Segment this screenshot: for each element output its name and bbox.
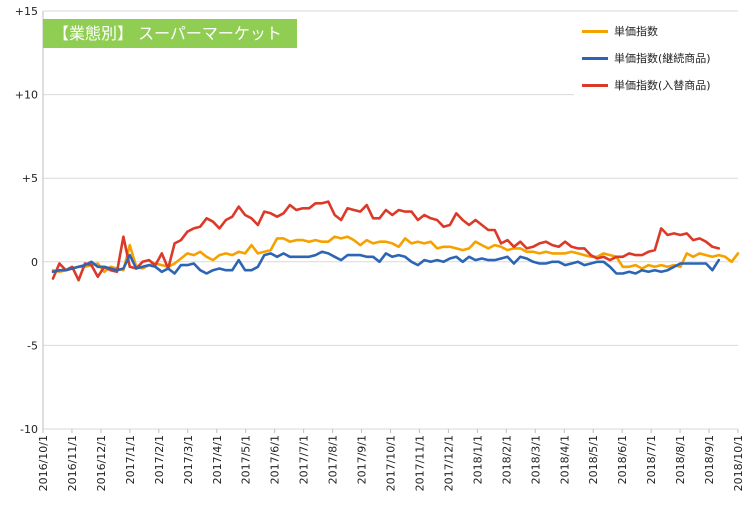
series-lines [51, 200, 740, 282]
y-tick-label: +15 [15, 5, 38, 18]
legend-swatch-continuing-products [582, 57, 608, 60]
x-tick-label: 2017/9/1 [356, 435, 369, 484]
x-tick-label: 2017/3/1 [182, 435, 195, 484]
x-tick-label: 2017/8/1 [327, 435, 340, 484]
y-tick-label: 0 [31, 256, 38, 269]
y-tick-label: +5 [22, 172, 38, 185]
x-axis-ticks: 2016/10/1 2016/11/1 2016/12/1 2017/1/1 2017/… [37, 435, 742, 491]
x-tick-label: 2017/11/1 [413, 435, 426, 491]
x-tick-label: 2018/3/1 [529, 435, 542, 484]
x-tick-label: 2017/5/1 [240, 435, 253, 484]
y-tick-label: -5 [27, 339, 38, 352]
x-tick-label: 2016/12/1 [95, 435, 108, 491]
x-tick-label: 2016/10/1 [37, 435, 50, 491]
legend: 単価指数 単価指数(継続商品) 単価指数(入替商品) [574, 15, 742, 101]
x-tick-label: 2017/2/1 [153, 435, 166, 484]
x-tick-label: 2018/10/1 [732, 435, 742, 491]
x-tick-label: 2018/4/1 [558, 435, 571, 484]
x-tick-label: 2017/4/1 [211, 435, 224, 484]
x-tick-label: 2018/9/1 [703, 435, 716, 484]
y-axis-ticks: +15 +10 +5 0 -5 -10 [15, 5, 38, 436]
legend-swatch-replaced-products [582, 84, 608, 87]
legend-swatch-unit-price [582, 30, 608, 33]
y-tick-label: -10 [20, 423, 38, 436]
x-tick-label: 2018/1/1 [471, 435, 484, 484]
chart-title: 【業態別】 スーパーマーケット [43, 19, 297, 48]
x-tick-label: 2018/5/1 [587, 435, 600, 484]
legend-label-continuing-products: 単価指数(継続商品) [614, 52, 711, 65]
series-line-continuing-products [51, 250, 721, 275]
x-tick-label: 2017/10/1 [385, 435, 398, 491]
x-tick-label: 2016/11/1 [66, 435, 79, 491]
legend-label-unit-price: 単価指数 [614, 25, 658, 38]
y-tick-label: +10 [15, 89, 38, 102]
x-tick-label: 2018/6/1 [616, 435, 629, 484]
legend-label-replaced-products: 単価指数(入替商品) [614, 79, 711, 92]
x-tick-label: 2018/7/1 [645, 435, 658, 484]
x-tick-label: 2017/1/1 [124, 435, 137, 484]
x-tick-label: 2018/2/1 [500, 435, 513, 484]
x-tick-label: 2018/8/1 [674, 435, 687, 484]
x-tick-label: 2017/12/1 [442, 435, 455, 491]
x-tick-label: 2017/7/1 [298, 435, 311, 484]
x-tick-label: 2017/6/1 [269, 435, 282, 484]
axes [42, 11, 739, 433]
series-line-replaced-products [51, 200, 721, 282]
